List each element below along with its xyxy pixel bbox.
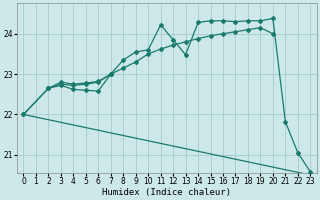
X-axis label: Humidex (Indice chaleur): Humidex (Indice chaleur)	[102, 188, 231, 197]
